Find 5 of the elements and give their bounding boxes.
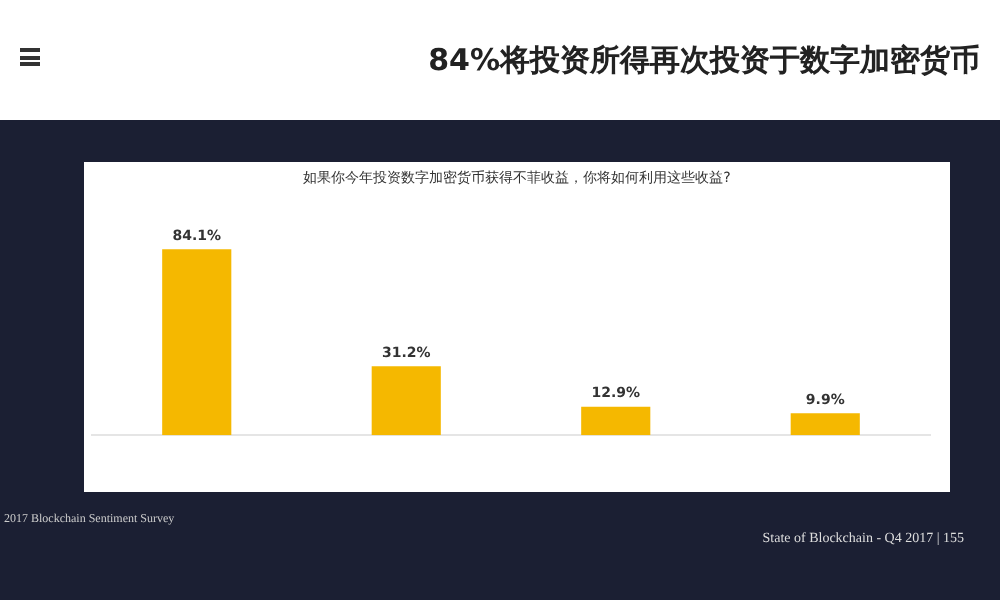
bar — [371, 366, 441, 436]
chart-title: 84%将投资所得再次投资于数字加密货币 — [428, 42, 980, 80]
bar — [162, 249, 232, 436]
bar — [581, 406, 651, 436]
bar — [790, 413, 860, 436]
